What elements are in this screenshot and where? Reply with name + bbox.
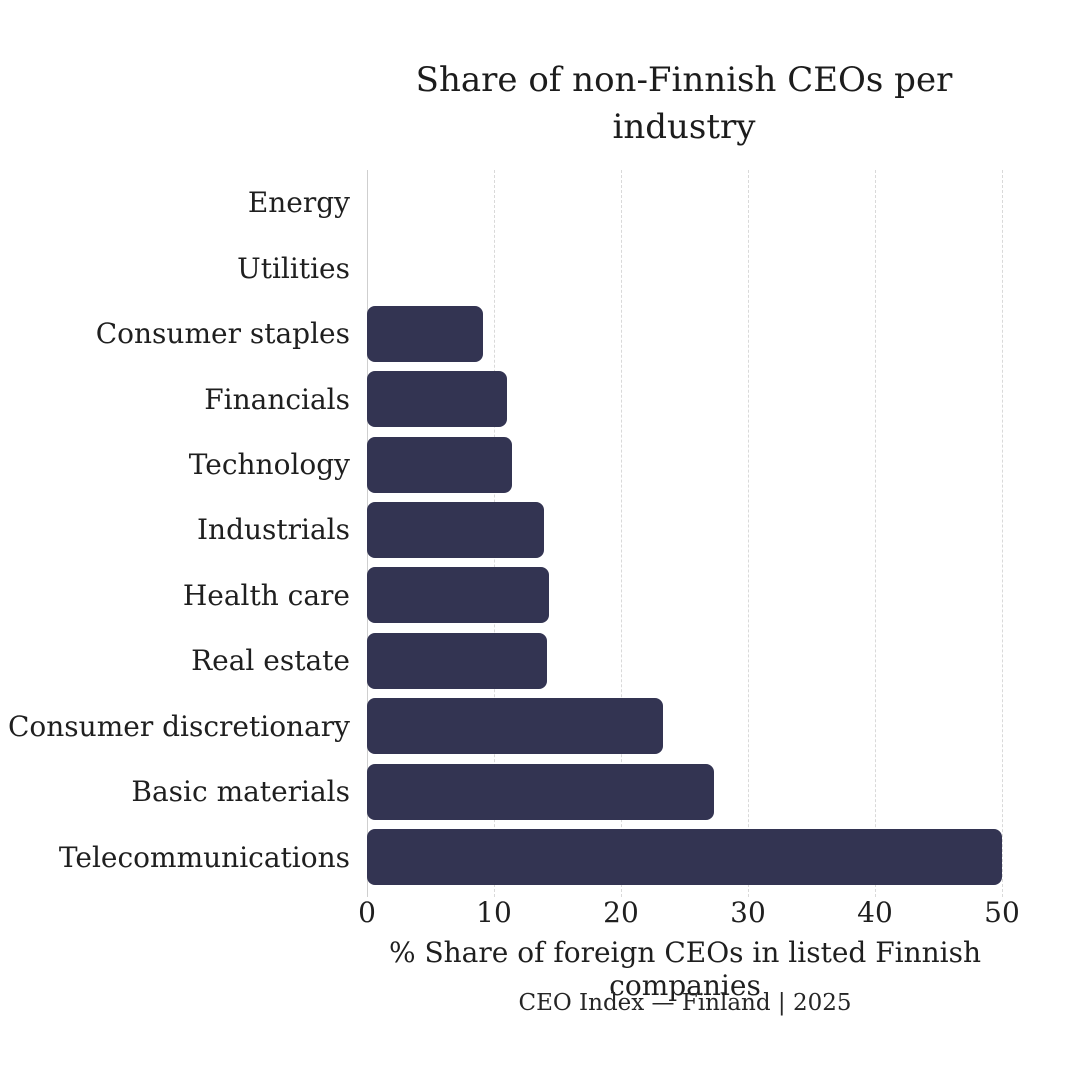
chart-row: Financials <box>204 366 1002 431</box>
x-tick-label: 20 <box>603 896 639 929</box>
category-label: Real estate <box>191 644 350 678</box>
category-label: Basic materials <box>131 775 350 809</box>
category-label: Consumer discretionary <box>7 709 350 743</box>
category-label: Utilities <box>237 251 350 285</box>
bar <box>367 698 663 755</box>
category-label: Health care <box>182 578 350 612</box>
x-tick-label: 0 <box>358 896 376 929</box>
x-tick-label: 10 <box>476 896 512 929</box>
x-tick-label: 30 <box>730 896 766 929</box>
bar <box>367 829 1002 886</box>
chart-title-line-2: industry <box>612 107 756 147</box>
chart-row: Industrials <box>197 497 1002 562</box>
chart-row: Basic materials <box>131 759 1002 824</box>
chart-row: Real estate <box>191 628 1002 693</box>
bar <box>367 501 544 558</box>
gridline <box>748 170 749 897</box>
gridline <box>1002 170 1003 897</box>
category-label: Industrials <box>196 513 350 547</box>
x-axis-label: % Share of foreign CEOs in listed Finnis… <box>388 936 982 1002</box>
chart-row: Telecommunications <box>59 825 1002 890</box>
x-axis-ticks: 0 10 20 30 40 50 <box>358 896 1020 932</box>
bar-rows: Energy Utilities Consumer staples Financial… <box>8 170 1002 890</box>
category-label: Energy <box>247 186 350 220</box>
bar <box>367 632 548 689</box>
category-label: Consumer staples <box>95 317 350 351</box>
chart-caption: CEO Index — Finland | 2025 <box>518 990 852 1016</box>
bar <box>367 567 549 624</box>
gridline <box>875 170 876 897</box>
category-label: Financials <box>204 382 350 416</box>
chart-row: Energy <box>248 170 1002 235</box>
chart-row: Consumer staples <box>96 301 1002 366</box>
x-tick-label: 50 <box>984 896 1020 929</box>
plot-area: Energy Utilities Consumer staples Financial… <box>8 170 1003 897</box>
chart-title: Share of non-Finnish CEOs per industry <box>334 57 1034 151</box>
chart-row: Utilities <box>237 235 1002 300</box>
chart-title-line-1: Share of non-Finnish CEOs per <box>415 60 953 100</box>
category-label: Technology <box>188 448 350 482</box>
chart-row: Technology <box>189 432 1002 497</box>
chart-row: Consumer discretionary <box>8 694 1002 759</box>
x-tick-label: 40 <box>857 896 893 929</box>
gridline <box>621 170 622 897</box>
chart-row: Health care <box>183 563 1002 628</box>
bar <box>367 763 714 820</box>
bar <box>367 436 512 493</box>
bar <box>367 305 483 362</box>
bar <box>367 371 507 428</box>
category-label: Telecommunications <box>58 840 350 874</box>
